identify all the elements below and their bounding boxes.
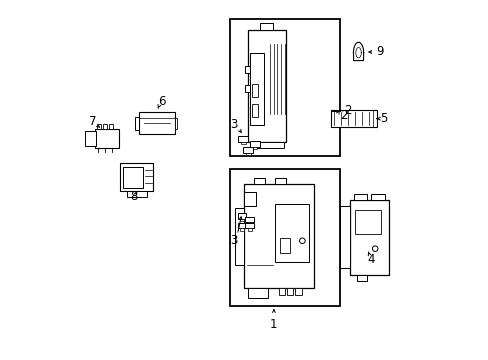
Text: 2: 2 — [344, 104, 351, 117]
Bar — [244, 85, 251, 91]
Text: 7: 7 — [89, 115, 96, 128]
Text: 3: 3 — [229, 234, 237, 247]
Bar — [250, 53, 264, 125]
Bar — [330, 110, 376, 127]
Bar — [247, 228, 252, 231]
Bar — [120, 163, 153, 191]
Bar — [275, 204, 308, 262]
Bar — [237, 223, 246, 228]
Bar — [247, 222, 252, 225]
Bar — [353, 194, 366, 200]
Bar — [127, 191, 146, 197]
Bar — [252, 84, 258, 97]
Bar — [230, 169, 339, 306]
Bar — [243, 184, 313, 288]
Bar — [139, 112, 174, 134]
Bar — [243, 147, 253, 153]
Bar — [278, 288, 285, 295]
Bar — [230, 19, 339, 156]
Bar — [252, 104, 258, 117]
Text: 9: 9 — [376, 45, 383, 58]
Bar — [249, 141, 283, 148]
Bar — [349, 200, 388, 275]
Bar — [237, 213, 246, 219]
Bar — [357, 275, 366, 281]
Text: 8: 8 — [130, 190, 138, 203]
Bar — [245, 217, 254, 222]
Text: 2: 2 — [339, 109, 346, 122]
Bar — [254, 179, 264, 184]
Bar — [103, 123, 107, 129]
Bar — [295, 288, 301, 295]
Bar — [135, 117, 139, 130]
Text: 6: 6 — [158, 95, 165, 108]
Bar — [97, 123, 101, 129]
Bar — [275, 179, 285, 184]
Bar — [239, 228, 244, 231]
Bar — [243, 192, 256, 207]
Bar — [355, 210, 380, 234]
Bar — [109, 123, 113, 129]
Bar — [241, 142, 245, 144]
Bar — [245, 223, 254, 228]
Bar — [238, 136, 248, 142]
Text: 5: 5 — [379, 112, 386, 125]
Bar — [249, 141, 259, 147]
Bar — [260, 23, 273, 31]
Bar — [280, 238, 290, 253]
Bar — [235, 207, 243, 265]
Bar — [123, 167, 142, 188]
Bar — [370, 194, 384, 200]
Bar — [286, 288, 293, 295]
Bar — [245, 153, 250, 156]
Bar — [95, 129, 119, 148]
Bar — [174, 118, 177, 129]
Bar — [248, 288, 267, 298]
Bar — [239, 219, 244, 221]
Bar — [244, 66, 251, 73]
Text: 1: 1 — [269, 318, 277, 331]
Text: 4: 4 — [366, 253, 374, 266]
Text: 3: 3 — [229, 118, 237, 131]
Bar — [85, 131, 96, 146]
Bar — [251, 147, 257, 149]
Bar — [247, 31, 285, 141]
Bar — [339, 206, 349, 267]
